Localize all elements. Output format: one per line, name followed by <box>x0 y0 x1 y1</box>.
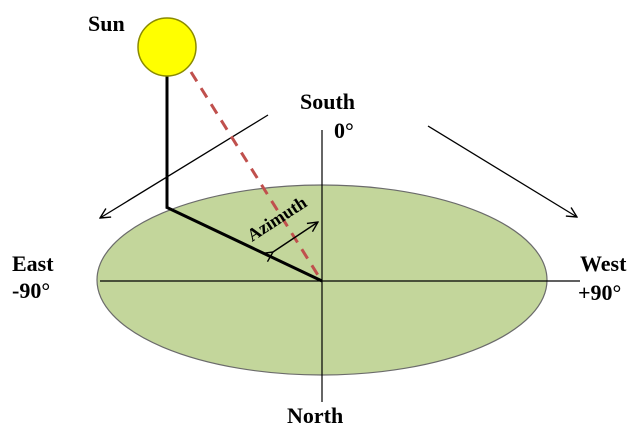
east-degree-label: -90° <box>12 278 50 303</box>
west-label: West <box>580 251 627 276</box>
sun-icon <box>138 18 196 76</box>
south-degree-label: 0° <box>334 118 354 143</box>
sun-label: Sun <box>88 11 125 36</box>
west-degree-label: +90° <box>578 280 621 305</box>
north-label: North <box>287 403 343 428</box>
east-label: East <box>12 251 54 276</box>
south-label: South <box>300 89 355 114</box>
